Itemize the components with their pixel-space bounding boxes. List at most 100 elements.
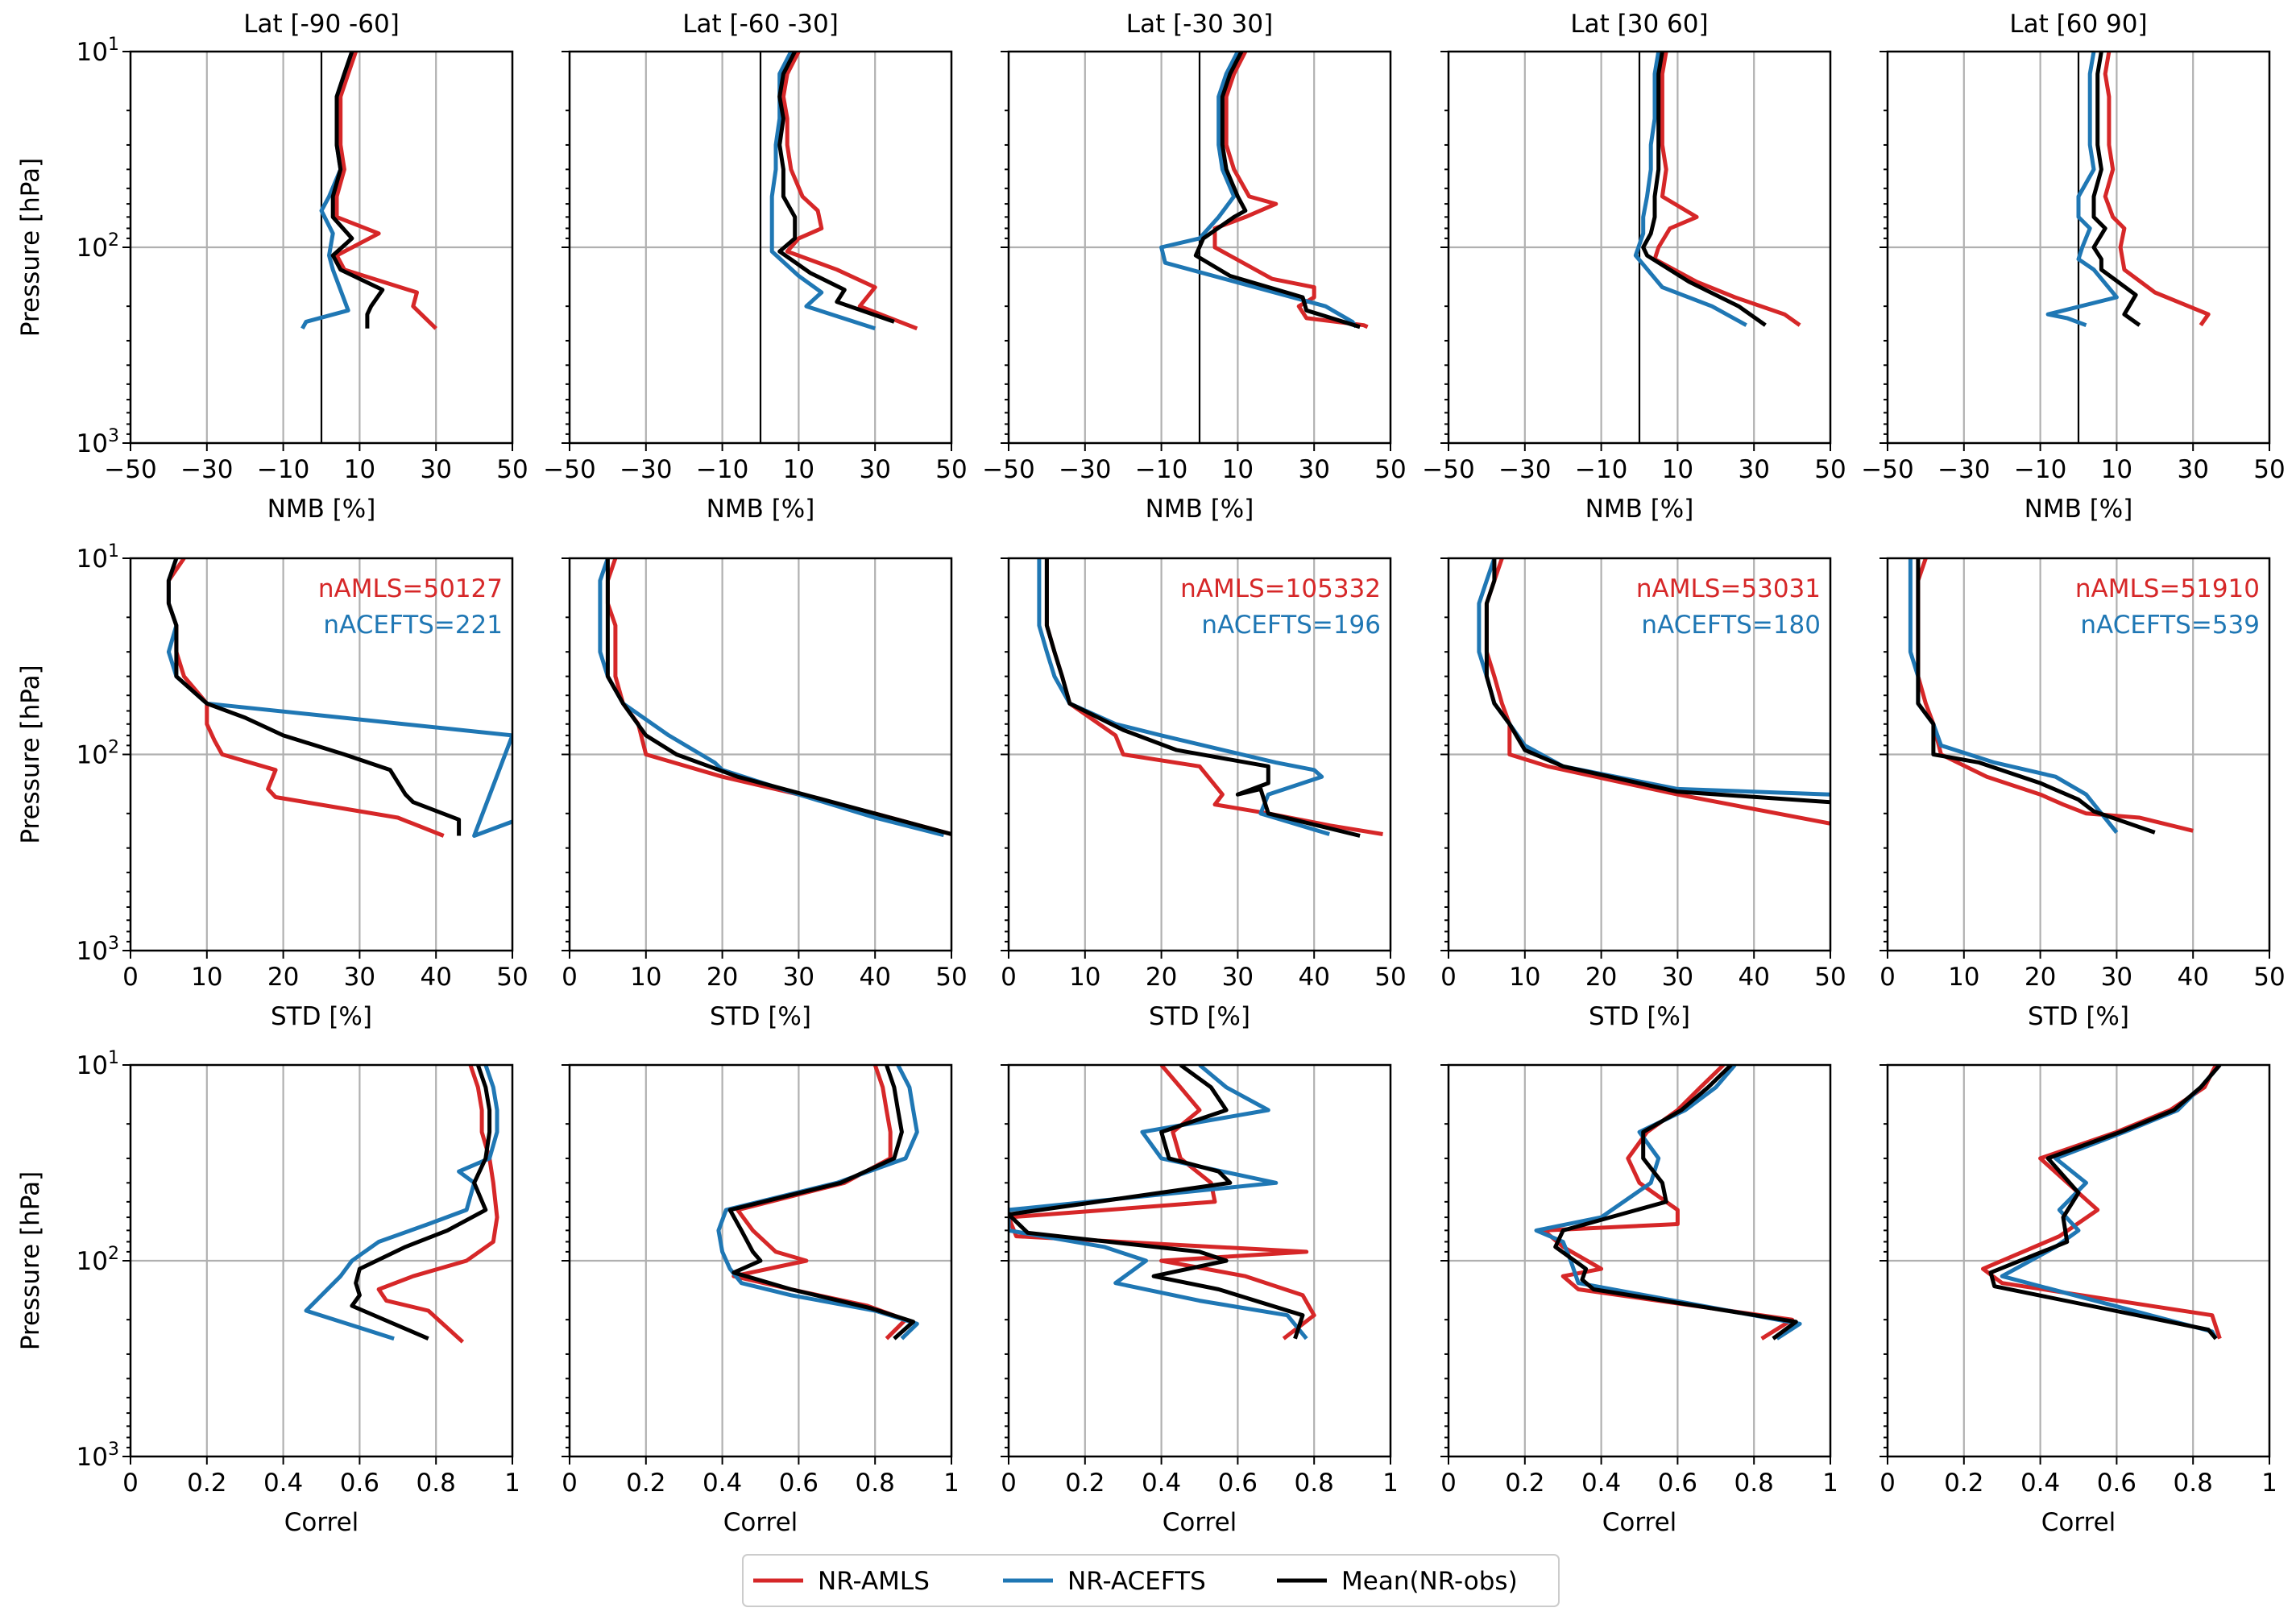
series-amls: [605, 558, 951, 836]
count-acefts: nACEFTS=196: [1201, 611, 1381, 640]
count-amls: nAMLS=53031: [1636, 574, 1821, 603]
series-acefts: [304, 1065, 499, 1341]
y-tick-label: 101: [77, 541, 119, 574]
series-amls: [1212, 52, 1369, 329]
x-tick-label: 0.4: [1581, 1469, 1621, 1498]
x-tick-label: 20: [707, 963, 738, 992]
x-tick-label: 0.2: [1944, 1469, 1983, 1498]
x-tick-label: 20: [1146, 963, 1177, 992]
x-axis-label: NMB [%]: [1585, 495, 1694, 524]
x-tick-label: 30: [1662, 963, 1693, 992]
x-tick-label: 30: [1738, 455, 1769, 484]
series-group: [2045, 52, 2211, 328]
x-tick-label: 50: [935, 455, 967, 484]
x-tick-label: 0.2: [626, 1469, 665, 1498]
series-mean: [166, 558, 462, 836]
series-group: [1159, 52, 1369, 329]
x-tick-label: 0: [1440, 963, 1457, 992]
x-tick-label: 10: [1509, 963, 1540, 992]
y-tick-label: 102: [77, 1244, 119, 1276]
x-axis-label: NMB [%]: [2025, 495, 2133, 524]
x-tick-label: 40: [1298, 963, 1329, 992]
panel-std-5: 0 10 20 30 40 50 STD [%] nAMLS=51910 nACEFTS=539: [1879, 557, 2286, 1031]
x-tick-label: 0: [1001, 963, 1017, 992]
x-tick-label: 10: [191, 963, 222, 992]
series-mean: [1044, 558, 1361, 838]
x-tick-label: 30: [344, 963, 375, 992]
x-tick-label: 30: [1222, 963, 1254, 992]
count-acefts: nACEFTS=539: [2080, 611, 2260, 640]
series-group: [598, 558, 951, 838]
x-tick-label: 0.6: [779, 1469, 819, 1498]
x-tick-label: 0: [1001, 1469, 1017, 1498]
x-axis-label: STD [%]: [710, 1002, 811, 1031]
series-acefts: [769, 52, 876, 331]
x-tick-label: 0.6: [1658, 1469, 1697, 1498]
x-tick-label: 50: [1374, 963, 1406, 992]
panel-title: Lat [-30 30]: [1126, 10, 1273, 39]
x-tick-label: −30: [180, 455, 233, 484]
series-acefts: [2000, 1065, 2222, 1340]
panel-std-1: 0 10 20 30 40 50 STD [%] 101 102 103 Pressure [hPa…: [16, 541, 528, 1031]
series-acefts: [598, 558, 945, 838]
x-tick-label: 40: [1738, 963, 1769, 992]
series-mean: [1641, 52, 1767, 327]
x-axis-label: Correl: [1602, 1508, 1677, 1537]
series-group: [769, 52, 918, 331]
x-tick-label: 30: [2177, 455, 2208, 484]
x-tick-label: 50: [496, 455, 528, 484]
series-mean: [777, 52, 895, 324]
panel-nmb-3: −50 −30 −10 10 30 50 NMB [%] Lat [-30 30]: [982, 10, 1406, 524]
x-tick-label: 50: [1374, 455, 1406, 484]
series-acefts: [1159, 52, 1358, 329]
series-acefts: [1534, 1065, 1802, 1340]
x-axis-label: NMB [%]: [707, 495, 815, 524]
panel-std-2: 0 10 20 30 40 50 STD [%]: [562, 557, 968, 1031]
series-acefts: [300, 52, 354, 330]
x-axis-label: STD [%]: [1589, 1002, 1690, 1031]
x-tick-label: 1: [504, 1469, 520, 1498]
x-tick-label: 30: [420, 455, 451, 484]
series-group: [1009, 1065, 1316, 1340]
x-tick-label: 10: [1948, 963, 1979, 992]
panel-nmb-1: −50 −30 −10 10 30 50 NMB [%] 101 102 103 Pressure …: [16, 10, 528, 524]
x-tick-label: −10: [257, 455, 309, 484]
series-group: [166, 558, 512, 838]
series-acefts: [716, 1065, 919, 1340]
x-tick-label: 10: [2101, 455, 2132, 484]
x-tick-label: 50: [2253, 455, 2285, 484]
x-tick-label: 0: [122, 1469, 139, 1498]
count-acefts: nACEFTS=221: [323, 611, 503, 640]
x-tick-label: 10: [630, 963, 661, 992]
legend-label-acefts: NR-ACEFTS: [1067, 1567, 1206, 1596]
x-tick-label: −30: [1498, 455, 1551, 484]
series-group: [304, 1065, 499, 1344]
series-amls: [2103, 52, 2211, 327]
x-tick-label: 10: [783, 455, 814, 484]
series-group: [1534, 1065, 1802, 1340]
x-tick-label: 0.6: [2097, 1469, 2136, 1498]
series-group: [716, 1065, 919, 1340]
x-tick-label: 40: [2177, 963, 2208, 992]
count-acefts: nACEFTS=180: [1641, 611, 1821, 640]
x-axis-label: NMB [%]: [267, 495, 376, 524]
count-amls: nAMLS=51910: [2075, 574, 2260, 603]
x-tick-label: 0: [122, 963, 139, 992]
x-tick-label: 10: [1662, 455, 1693, 484]
x-tick-label: 50: [935, 963, 967, 992]
x-tick-label: 10: [1069, 963, 1100, 992]
series-mean: [1193, 52, 1361, 329]
series-mean: [1988, 1065, 2222, 1340]
x-axis-label: Correl: [723, 1508, 798, 1537]
x-tick-label: 30: [783, 963, 814, 992]
y-tick-label: 102: [77, 230, 119, 263]
count-amls: nAMLS=105332: [1180, 574, 1381, 603]
x-tick-label: 0.6: [340, 1469, 379, 1498]
series-group: [1908, 558, 2194, 835]
x-tick-label: 20: [1585, 963, 1617, 992]
x-tick-label: −30: [1938, 455, 1990, 484]
panel-correl-3: 0 0.2 0.4 0.6 0.8 1 Correl: [1001, 1063, 1399, 1537]
panel-std-3: 0 10 20 30 40 50 STD [%] nAMLS=105332 nACEFTS=19…: [1001, 557, 1407, 1031]
x-tick-label: 0.8: [856, 1469, 895, 1498]
series-acefts: [1009, 1065, 1308, 1340]
